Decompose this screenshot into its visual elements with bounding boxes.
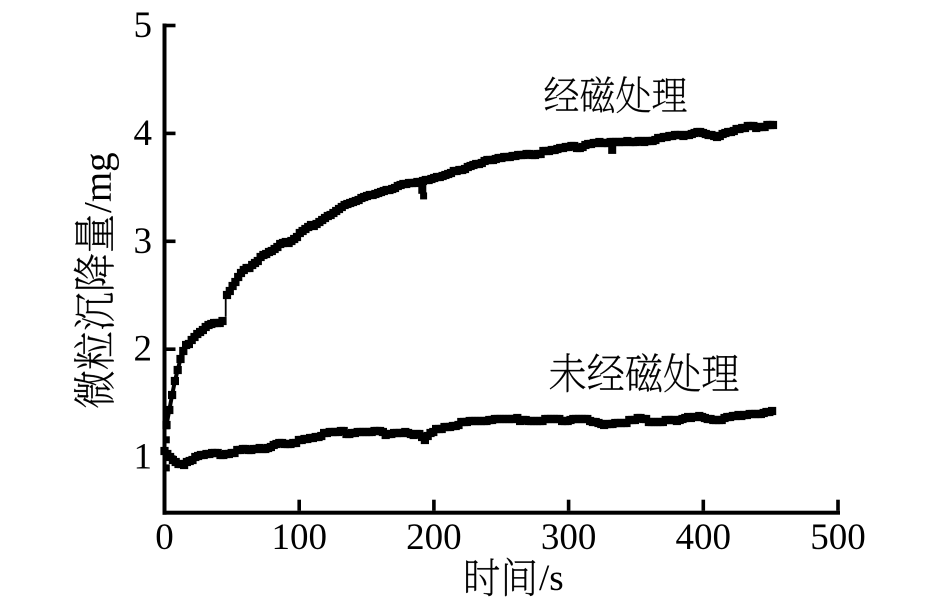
svg-text:100: 100 [271,517,327,558]
svg-text:5: 5 [134,5,153,46]
svg-text:1: 1 [134,437,153,478]
svg-text:/mg: /mg [77,152,120,213]
svg-text:500: 500 [810,517,866,558]
svg-text:/s: /s [539,558,564,599]
svg-text:3: 3 [134,221,153,262]
svg-text:2: 2 [134,329,153,370]
svg-text:300: 300 [541,517,597,558]
svg-text:4: 4 [134,113,153,154]
svg-text:0: 0 [155,517,174,558]
svg-text:400: 400 [676,517,732,558]
svg-text:200: 200 [406,517,462,558]
